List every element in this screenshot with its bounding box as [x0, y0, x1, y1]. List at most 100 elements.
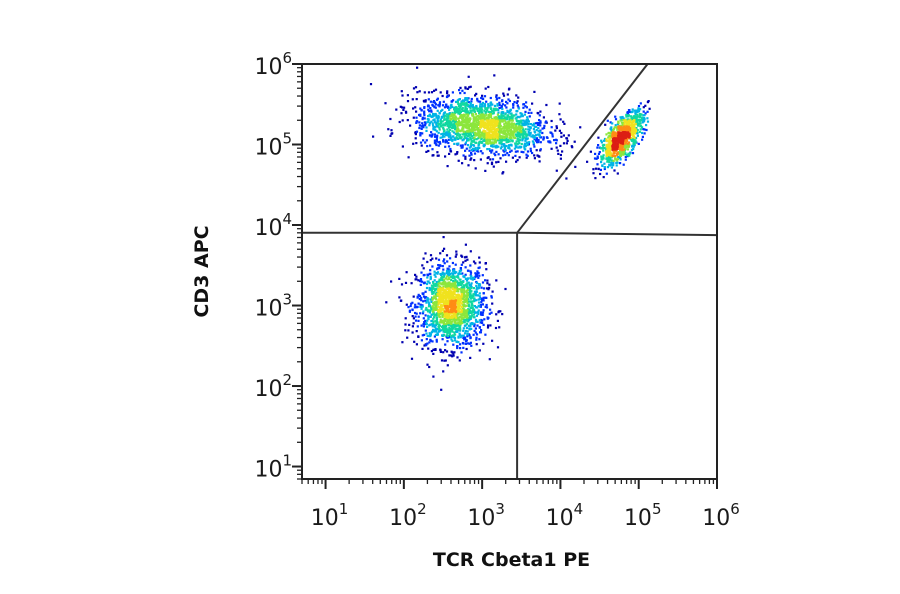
event-dot [615, 142, 618, 145]
event-dot [404, 317, 407, 320]
event-dot [452, 323, 455, 326]
event-dot [474, 116, 478, 119]
event-dot [508, 140, 511, 143]
event-dot [439, 321, 442, 324]
event-dot [495, 313, 498, 316]
event-dot [566, 139, 569, 142]
event-dot [455, 294, 458, 297]
event-dot [453, 124, 456, 127]
event-dot [440, 307, 443, 310]
event-dot [625, 128, 628, 131]
event-dot [628, 134, 631, 137]
event-dot [607, 136, 610, 139]
x-tick-label: 101 [311, 500, 349, 531]
event-dot [473, 138, 476, 141]
event-dot [451, 287, 454, 290]
event-dot [482, 287, 486, 290]
event-dot [435, 121, 438, 124]
event-dot [485, 142, 488, 145]
event-dot [444, 314, 447, 318]
event-dot [446, 92, 449, 95]
event-dot [624, 158, 627, 161]
event-dot [518, 142, 521, 145]
event-dot [500, 106, 503, 109]
event-dot [442, 123, 445, 126]
event-dot [423, 114, 426, 117]
event-dot [407, 306, 410, 309]
event-dot [504, 153, 507, 156]
event-dot [626, 135, 630, 138]
event-dot [425, 322, 428, 325]
event-dot [432, 321, 435, 324]
event-dot [426, 309, 429, 312]
event-dot [428, 315, 431, 318]
event-dot [518, 116, 521, 119]
event-dot [639, 114, 642, 117]
scatter-dots [369, 66, 651, 391]
event-dot [454, 285, 457, 288]
event-dot [477, 137, 480, 140]
event-dot [458, 332, 461, 335]
event-dot [498, 127, 501, 131]
event-dot [526, 150, 530, 153]
event-dot [479, 135, 482, 138]
event-dot [482, 342, 485, 345]
event-dot [433, 101, 437, 104]
event-dot [428, 113, 431, 116]
event-dot [447, 328, 450, 331]
event-dot [608, 160, 611, 163]
event-dot [422, 323, 425, 326]
event-dot [421, 132, 424, 135]
event-dot [519, 127, 522, 130]
event-dot [459, 326, 462, 329]
event-dot [457, 273, 460, 276]
event-dot [477, 276, 480, 279]
event-dot [469, 129, 472, 132]
event-dot [526, 116, 529, 119]
event-dot [423, 295, 426, 298]
event-dot [472, 313, 475, 316]
event-dot [620, 143, 623, 146]
event-dot [456, 313, 460, 316]
event-dot [446, 275, 449, 278]
event-dot [526, 121, 529, 124]
event-dot [500, 115, 503, 118]
event-dot [432, 124, 435, 127]
event-dot [458, 136, 461, 140]
event-dot [428, 303, 431, 306]
event-dot [456, 299, 459, 302]
event-dot [389, 134, 392, 137]
event-dot [472, 322, 475, 325]
event-dot [437, 302, 440, 305]
event-dot [636, 109, 639, 113]
event-dot [469, 316, 472, 319]
event-dot [513, 130, 516, 133]
event-dot [473, 122, 476, 125]
event-dot [451, 126, 454, 129]
event-dot [609, 151, 612, 154]
event-dot [489, 149, 492, 152]
event-dot [614, 124, 617, 127]
event-dot [472, 133, 476, 136]
event-dot [469, 295, 472, 298]
event-dot [640, 119, 643, 122]
event-dot [465, 291, 468, 294]
event-dot [439, 136, 442, 139]
event-dot [481, 111, 484, 114]
event-dot [445, 313, 448, 316]
event-dot [473, 110, 476, 113]
event-dot [458, 98, 461, 101]
event-dot [489, 101, 492, 105]
event-dot [463, 275, 466, 278]
event-dot [612, 162, 615, 165]
event-dot [398, 277, 401, 280]
event-dot [627, 114, 630, 117]
event-dot [640, 113, 643, 116]
event-dot [531, 151, 534, 155]
event-dot [493, 119, 496, 122]
event-dot [483, 115, 486, 118]
event-dot [632, 115, 635, 118]
event-dot [526, 154, 529, 157]
event-dot [474, 327, 477, 330]
event-dot [601, 158, 604, 161]
